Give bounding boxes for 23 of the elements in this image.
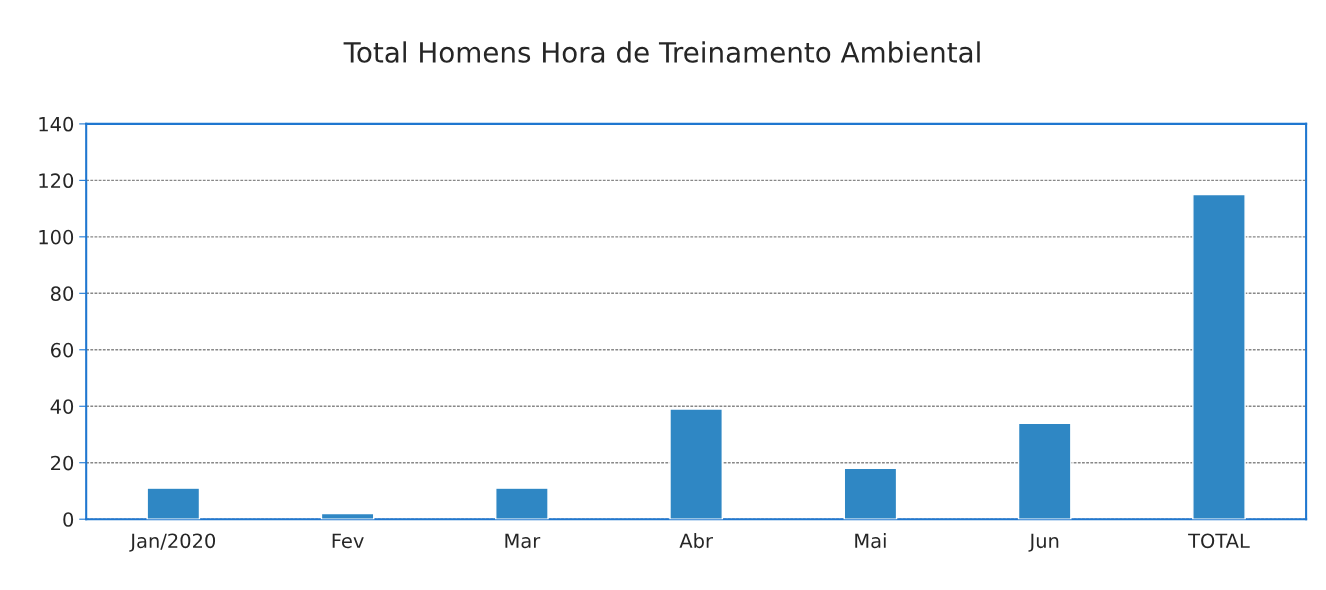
x-tick-label: Jun <box>1028 533 1059 552</box>
x-tick-label: Abr <box>679 533 713 549</box>
x-tick-label: TOTAL <box>1188 533 1250 549</box>
y-tick-label: 80 <box>50 286 74 301</box>
y-tick-label: 120 <box>39 173 74 189</box>
y-tick-label: 0 <box>63 512 74 527</box>
bar <box>843 467 898 520</box>
y-tick-label: 60 <box>51 342 74 358</box>
x-tick-label: Mar <box>505 533 541 549</box>
y-tick-label: 20 <box>51 455 74 471</box>
x-tick-label: Fev <box>332 533 364 549</box>
chart-title: Total Homens Hora de Treinamento Ambiental <box>343 41 980 63</box>
x-tick-label: Mai <box>855 533 886 549</box>
y-tick-label: 40 <box>50 399 74 414</box>
bar <box>495 487 549 520</box>
bar <box>669 408 723 520</box>
y-tick-label: 100 <box>39 229 74 245</box>
x-tick-label: Jan/2020 <box>129 533 216 552</box>
bar <box>1192 193 1246 520</box>
bar <box>1017 422 1072 520</box>
bar <box>320 512 375 520</box>
y-tick-label: 140 <box>39 116 74 132</box>
bar <box>146 487 201 520</box>
